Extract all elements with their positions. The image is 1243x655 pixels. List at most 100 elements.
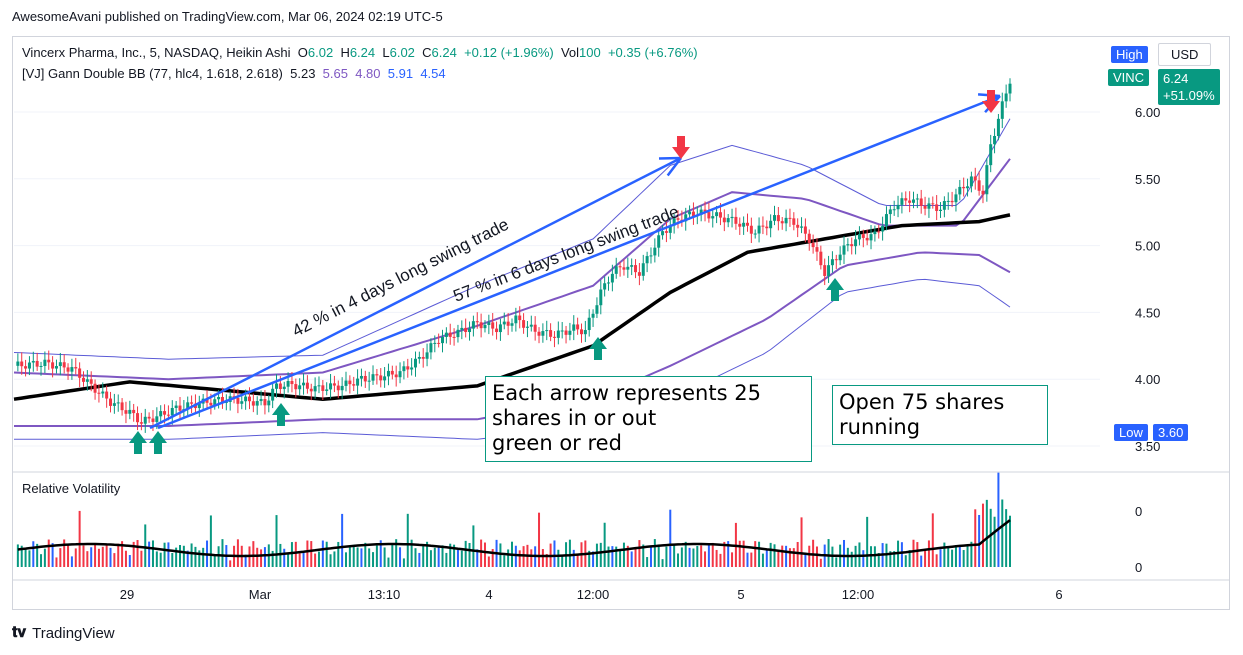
volatility-bar	[78, 510, 81, 567]
volatility-bar	[263, 547, 266, 567]
candle-body	[159, 411, 163, 417]
volatility-bar	[90, 547, 93, 567]
volatility-bar	[576, 555, 579, 567]
volatility-bar	[298, 553, 301, 567]
volatility-bar	[275, 515, 278, 567]
sell-arrow-icon	[672, 136, 690, 159]
candle-body	[205, 398, 209, 403]
volatility-label: Relative Volatility	[22, 481, 121, 496]
volatility-bar	[796, 541, 799, 567]
low-value: 6.02	[389, 45, 415, 60]
volatility-bar	[889, 551, 892, 567]
volatility-bar	[20, 545, 23, 567]
volatility-average-line	[17, 519, 1011, 558]
volatility-bar	[916, 542, 919, 567]
candle-body	[417, 356, 421, 359]
volatility-bar	[94, 543, 97, 567]
candle-body	[950, 200, 954, 203]
candle-body	[170, 407, 174, 416]
candle-body	[595, 305, 599, 314]
volatility-bar	[464, 540, 467, 567]
candle-body	[603, 283, 607, 290]
candle-body	[985, 165, 989, 195]
volatility-bar	[86, 551, 89, 567]
volatility-bar	[719, 553, 722, 567]
volatility-bar	[804, 553, 807, 567]
candle-body	[460, 327, 464, 330]
open-label: O	[297, 45, 308, 60]
candle-body	[587, 317, 591, 331]
price-tick-label: 3.50	[1135, 439, 1160, 454]
low-badge: Low	[1114, 424, 1148, 441]
candle-body	[672, 218, 676, 226]
volatility-bar	[595, 543, 598, 567]
volatility-bar	[472, 525, 475, 567]
volatility-bar	[410, 539, 413, 567]
candle-body	[367, 380, 371, 382]
candle-body	[506, 321, 510, 326]
candle-body	[800, 226, 804, 228]
volatility-bar	[603, 522, 606, 567]
candle-body	[247, 396, 251, 402]
candle-body	[711, 216, 715, 219]
volatility-bar	[893, 551, 896, 567]
volatility-bar	[530, 549, 533, 567]
buy-arrow-icon	[589, 337, 607, 360]
volatility-bar	[692, 548, 695, 567]
volatility-bar	[163, 542, 166, 567]
volatility-bar	[43, 548, 46, 567]
volatility-bar	[920, 555, 923, 567]
candle-body	[962, 186, 966, 189]
volatility-bar	[317, 551, 320, 567]
candle-body	[896, 204, 900, 210]
time-tick-label: 4	[485, 587, 492, 602]
volatility-bar	[947, 546, 950, 567]
volatility-bar	[688, 547, 691, 567]
volatility-bar	[213, 555, 216, 567]
volatility-bar	[924, 549, 927, 567]
candle-body	[572, 324, 576, 331]
candle-body	[749, 225, 753, 234]
candle-body	[769, 220, 773, 229]
volatility-bar	[171, 552, 174, 567]
candle-body	[973, 176, 977, 181]
candle-body	[81, 377, 85, 382]
candle-body	[344, 380, 348, 386]
candle-body	[240, 401, 244, 404]
volatility-bar	[182, 545, 185, 567]
buy-arrow-icon	[826, 278, 844, 301]
footer-brand[interactable]: 𝐭𝐯 TradingView	[12, 624, 115, 642]
candle-body	[62, 362, 66, 368]
volatility-bar	[630, 551, 633, 567]
volatility-bar	[418, 552, 421, 567]
candle-body	[703, 209, 707, 213]
candle-body	[803, 226, 807, 234]
candle-body	[958, 186, 962, 195]
volatility-tick-label: 0	[1135, 504, 1142, 519]
candle-body	[267, 400, 271, 406]
candle-body	[371, 374, 375, 381]
candle-body	[275, 383, 279, 389]
volatility-bar	[514, 545, 517, 567]
candle-body	[761, 225, 765, 227]
volatility-bar	[731, 552, 734, 567]
volatility-bar	[437, 546, 440, 567]
candle-body	[271, 388, 275, 401]
candle-body	[649, 255, 653, 257]
volatility-bar	[792, 548, 795, 567]
volatility-bar	[283, 548, 286, 567]
volatility-bar	[1001, 499, 1004, 567]
candle-body	[993, 135, 997, 145]
candle-body	[915, 198, 919, 200]
candle-body	[120, 402, 124, 411]
candle-body	[363, 375, 367, 382]
volatility-bar	[649, 546, 652, 567]
currency-button[interactable]: USD	[1158, 43, 1212, 66]
candle-body	[931, 203, 935, 205]
candle-body	[356, 378, 360, 386]
candle-body	[738, 223, 742, 227]
volatility-bar	[453, 544, 456, 567]
volatility-bar	[36, 543, 39, 567]
candle-body	[664, 231, 668, 233]
